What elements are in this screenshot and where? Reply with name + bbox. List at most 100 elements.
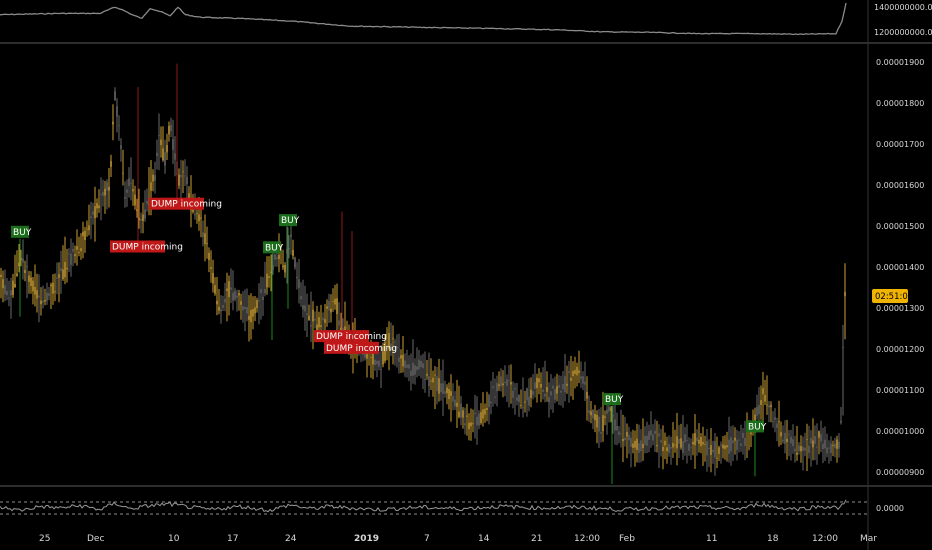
candle-body bbox=[54, 291, 56, 293]
candle-body bbox=[256, 300, 258, 309]
candle-body bbox=[580, 376, 582, 379]
candle-body bbox=[180, 174, 182, 178]
candle-body bbox=[518, 395, 520, 403]
buy-signal-label: BUY bbox=[748, 422, 767, 432]
candle-body bbox=[344, 326, 346, 331]
candle-body bbox=[700, 436, 702, 447]
candle-body bbox=[4, 285, 6, 295]
candle-body bbox=[578, 370, 580, 374]
candle-body bbox=[530, 389, 532, 398]
candle-body bbox=[416, 366, 418, 371]
candle-body bbox=[676, 436, 678, 449]
candle-body bbox=[88, 225, 90, 231]
candle-body bbox=[620, 433, 622, 435]
candle-body bbox=[112, 121, 114, 125]
candle-body bbox=[566, 383, 568, 386]
candle-body bbox=[114, 91, 116, 101]
candle-body bbox=[800, 446, 802, 452]
candle-body bbox=[448, 389, 450, 400]
candle-body bbox=[146, 200, 148, 204]
candle-body bbox=[84, 230, 86, 240]
candle-body bbox=[260, 289, 262, 294]
dump-label-bg bbox=[314, 330, 369, 343]
candle-body bbox=[124, 197, 126, 199]
candle-body bbox=[488, 395, 490, 408]
candle-body bbox=[22, 258, 24, 263]
candle-body bbox=[672, 443, 674, 448]
candle-body bbox=[62, 269, 64, 280]
candle-body bbox=[240, 301, 242, 305]
x-tick-label: 7 bbox=[424, 534, 430, 544]
candle-body bbox=[652, 434, 654, 441]
candle-body bbox=[64, 261, 66, 278]
candle-body bbox=[316, 324, 318, 331]
candle-body bbox=[80, 248, 82, 252]
candle-body bbox=[72, 248, 74, 252]
candle-body bbox=[170, 124, 172, 132]
candle-body bbox=[36, 290, 38, 299]
candle-body bbox=[674, 444, 676, 446]
candle-body bbox=[694, 433, 696, 446]
candle-body bbox=[408, 364, 410, 369]
candle-body bbox=[432, 377, 434, 383]
candle-body bbox=[622, 438, 624, 442]
candle-body bbox=[288, 248, 290, 250]
candle-body bbox=[188, 193, 190, 202]
candle-body bbox=[250, 309, 252, 323]
x-tick-label: 12:00 bbox=[812, 534, 838, 544]
candle-body bbox=[758, 405, 760, 415]
candle-body bbox=[202, 232, 204, 237]
candle-body bbox=[716, 457, 718, 459]
candle-body bbox=[398, 357, 400, 362]
candle-body bbox=[780, 432, 782, 437]
candle-body bbox=[14, 284, 16, 288]
candle-body bbox=[56, 277, 58, 279]
price-tick-label: 0.00001000 bbox=[876, 427, 924, 436]
candle-body bbox=[646, 435, 648, 446]
candle-body bbox=[196, 213, 198, 214]
candle-body bbox=[338, 320, 340, 326]
x-tick-label: Feb bbox=[619, 534, 635, 544]
dump-signal-label: DUMP incoming bbox=[151, 200, 222, 210]
candle-body bbox=[100, 194, 102, 195]
candle-body bbox=[666, 447, 668, 452]
candle-body bbox=[236, 295, 238, 298]
candle-body bbox=[30, 277, 32, 287]
buy-label-bg bbox=[279, 214, 297, 227]
candle-body bbox=[328, 301, 330, 311]
dump-label-bg bbox=[149, 197, 204, 210]
candle-body bbox=[234, 291, 236, 300]
candle-body bbox=[394, 341, 396, 343]
candle-body bbox=[714, 441, 716, 458]
candle-body bbox=[522, 406, 524, 408]
candle-body bbox=[184, 175, 186, 177]
candle-body bbox=[272, 265, 274, 270]
candle-body bbox=[736, 439, 738, 450]
x-tick-label: 18 bbox=[767, 534, 779, 544]
candle-body bbox=[314, 319, 316, 321]
oscillator-pane bbox=[0, 499, 847, 513]
candle-body bbox=[70, 253, 72, 265]
candle-body bbox=[844, 292, 846, 297]
candle-body bbox=[520, 405, 522, 406]
candle-body bbox=[502, 383, 504, 386]
candle-body bbox=[94, 206, 96, 219]
candle-body bbox=[210, 267, 212, 269]
candle-body bbox=[406, 364, 408, 368]
candle-body bbox=[614, 419, 616, 431]
candle-body bbox=[802, 446, 804, 451]
candle-body bbox=[808, 445, 810, 453]
candle-body bbox=[660, 440, 662, 443]
candle-body bbox=[48, 293, 50, 296]
candle-body bbox=[392, 337, 394, 339]
candle-body bbox=[650, 430, 652, 436]
buy-label-bg bbox=[11, 225, 29, 238]
candle-body bbox=[424, 379, 426, 380]
candle-body bbox=[834, 443, 836, 448]
candle-body bbox=[206, 243, 208, 245]
candle-body bbox=[376, 360, 378, 365]
candle-body bbox=[386, 345, 388, 348]
candle-body bbox=[226, 288, 228, 291]
candle-body bbox=[306, 313, 308, 316]
